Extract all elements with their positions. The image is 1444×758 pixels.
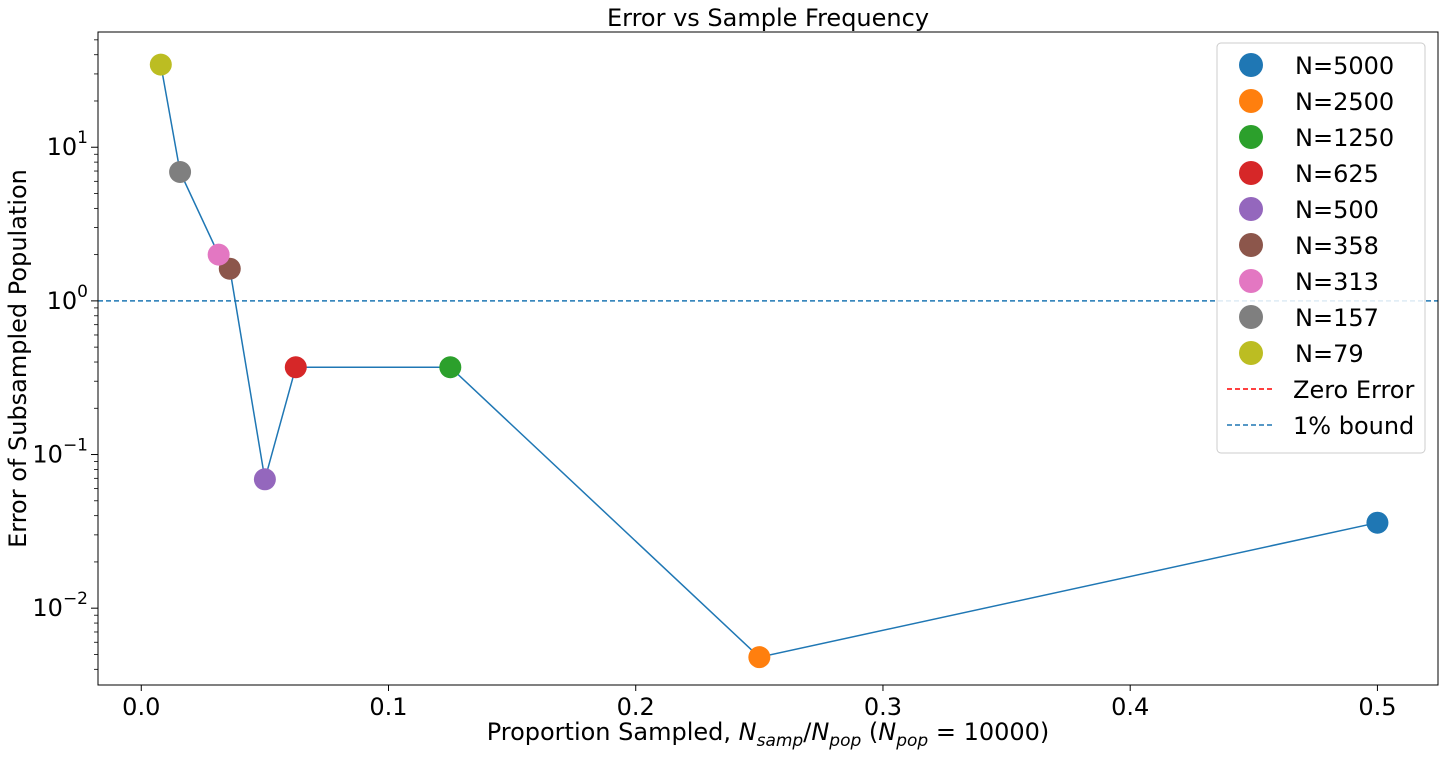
legend-box [1216,42,1426,454]
legend-label: N=358 [1295,232,1379,260]
legend-marker [1239,89,1263,113]
legend-entry: Zero Error [1227,376,1414,404]
data-point-n-79 [149,53,172,76]
chart-title: Error vs Sample Frequency [607,4,929,32]
y-tick-label: 100 [47,282,88,315]
legend-label: 1% bound [1293,412,1414,440]
series-connecting-line [160,64,1378,659]
legend-entry: N=1250 [1239,124,1394,152]
x-axis: 0.0 0.1 0.2 0.3 0.4 0.5 [122,685,1397,721]
legend-marker [1239,341,1263,365]
y-tick-label: 10−2 [32,589,88,622]
legend-label: N=79 [1295,340,1364,368]
legend-entry: N=5000 [1239,52,1394,80]
legend-entry: N=625 [1239,160,1379,188]
legend-marker [1239,197,1263,221]
legend-marker [1239,161,1263,185]
legend-marker [1239,305,1263,329]
legend-entry: N=79 [1239,340,1364,368]
x-tick-label: 0.3 [864,693,902,721]
x-tick-label: 0.1 [369,693,407,721]
data-point-n-500 [253,468,276,491]
x-tick-label: 0.2 [617,693,655,721]
legend-marker [1239,233,1263,257]
legend-entry: N=358 [1239,232,1379,260]
legend: N=5000 N=2500 N=1250 N=625 N=500 N=358 N=313 N=… [1216,42,1426,454]
x-tick-label: 0.4 [1111,693,1149,721]
data-point-n-313 [207,243,230,266]
legend-label: Zero Error [1293,376,1414,404]
legend-marker [1239,125,1263,149]
legend-entry: N=313 [1239,268,1379,296]
x-axis-title: Proportion Sampled, Nsamp/Npop (Npop = 1… [487,718,1050,751]
legend-label: N=157 [1295,304,1379,332]
legend-label: N=1250 [1295,124,1394,152]
x-tick-label: 0.5 [1358,693,1396,721]
legend-label: N=313 [1295,268,1379,296]
legend-entry: N=2500 [1239,88,1394,116]
y-tick-label: 101 [47,128,88,161]
data-point-n-157 [169,160,192,183]
y-axis: 10−2 10−1 100 101 [32,39,98,670]
legend-marker [1239,53,1263,77]
plot-frame [97,31,1439,686]
data-point-n-1250 [439,356,462,379]
legend-entry: N=500 [1239,196,1379,224]
legend-label: N=500 [1295,196,1379,224]
legend-marker [1239,269,1263,293]
x-tick-label: 0.0 [122,693,160,721]
data-point-n-625 [284,356,307,379]
legend-entry: N=157 [1239,304,1379,332]
y-tick-label: 10−1 [32,436,88,469]
legend-label: N=2500 [1295,88,1394,116]
plot-area [98,53,1438,669]
legend-entry: 1% bound [1227,412,1414,440]
legend-label: N=5000 [1295,52,1394,80]
data-point-n-5000 [1366,511,1389,534]
y-axis-title: Error of Subsampled Population [4,169,32,548]
legend-label: N=625 [1295,160,1379,188]
data-point-n-2500 [748,646,771,669]
